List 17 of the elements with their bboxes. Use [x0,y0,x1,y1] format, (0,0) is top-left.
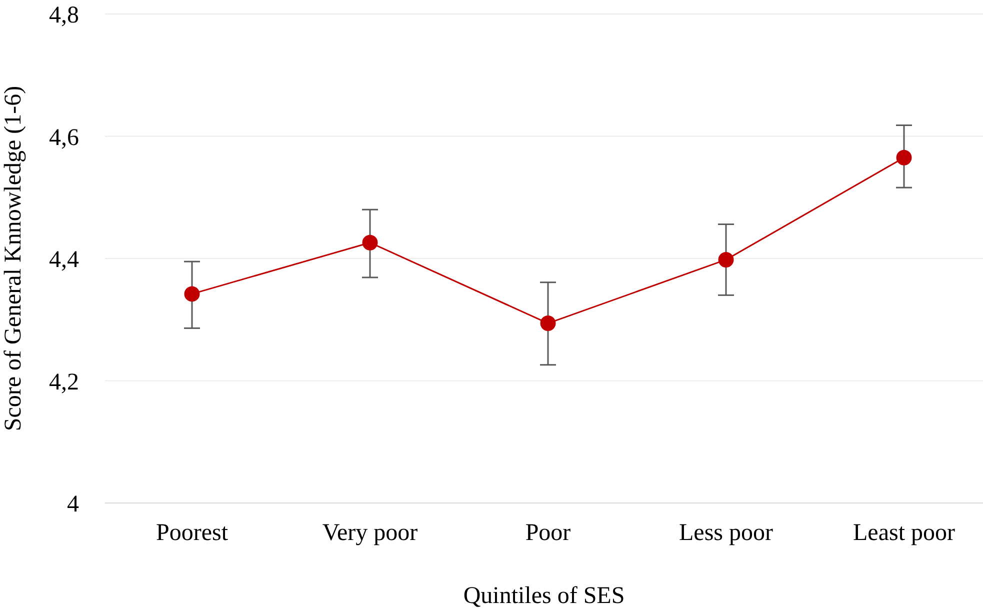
point [896,150,912,166]
y-tick-label: 4,8 [49,2,79,29]
x-tick-label: Poor [525,520,571,546]
x-axis-title: Quintiles of SES [463,583,625,609]
y-tick-label: 4,4 [49,247,79,274]
x-tick-label: Least poor [853,520,955,546]
y-tick-label: 4 [67,492,79,518]
x-tick-label: Very poor [322,520,418,546]
x-tick-label: Less poor [679,520,773,546]
point [362,234,378,250]
x-tick-label: Poorest [156,520,228,546]
point [718,252,734,268]
point [184,286,200,302]
point [540,316,556,332]
y-tick-label: 4,2 [49,369,79,396]
y-axis-title: Score of General Knnowledge (1-6) [0,86,27,432]
y-tick-label: 4,6 [49,124,79,151]
